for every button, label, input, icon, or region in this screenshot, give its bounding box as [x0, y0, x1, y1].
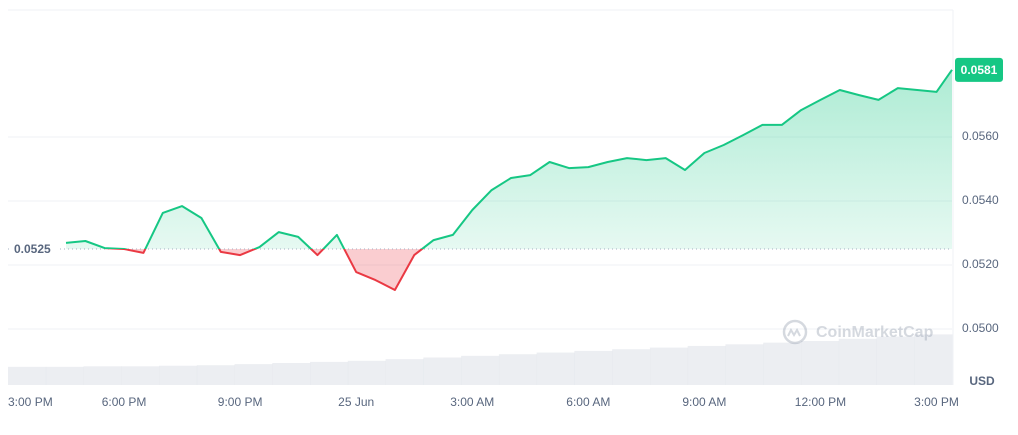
price-tag-label: 0.0581	[961, 63, 998, 77]
volume-bar	[574, 350, 613, 385]
volume-bar	[45, 366, 85, 385]
x-tick-label: 3:00 AM	[450, 395, 494, 409]
volume-bar	[159, 365, 198, 385]
watermark-text: CoinMarketCap	[816, 324, 934, 341]
volume-bar	[536, 352, 575, 385]
y-tick-label: 0.0540	[962, 193, 999, 207]
watermark: CoinMarketCap	[782, 319, 934, 345]
price-tag	[955, 57, 1003, 82]
volume-bar	[196, 365, 236, 385]
area-up	[66, 69, 952, 250]
x-tick-label: 25 Jun	[338, 395, 374, 409]
volume-bar	[83, 366, 122, 385]
volume-bar	[347, 360, 387, 385]
volume-bar	[385, 359, 424, 385]
volume-bar	[272, 363, 311, 385]
volume-bar	[687, 345, 726, 385]
baseline-label: 0.0525	[14, 242, 51, 256]
x-tick-label: 6:00 AM	[566, 395, 610, 409]
x-tick-label: 3:00 PM	[914, 395, 959, 409]
x-tick-label: 3:00 PM	[8, 395, 53, 409]
price-line	[65, 69, 953, 291]
volume-bar	[876, 336, 915, 385]
volume-bar	[423, 357, 462, 385]
volume-bar	[234, 364, 273, 385]
volume-bar	[649, 347, 689, 385]
volume-bar	[461, 355, 500, 385]
x-tick-label: 6:00 PM	[102, 395, 147, 409]
volume-bar	[838, 338, 877, 385]
volume-bar	[725, 344, 764, 385]
baseline-label-bg	[10, 240, 60, 259]
x-tick-label: 9:00 PM	[218, 395, 263, 409]
y-tick-label: 0.0560	[962, 129, 999, 143]
x-tick-label: 12:00 PM	[795, 395, 846, 409]
volume-bar	[310, 361, 349, 385]
y-tick-label: 0.0500	[962, 321, 999, 335]
y-tick-label: 0.0520	[962, 257, 999, 271]
volume-bar	[498, 354, 538, 385]
volume-bar	[8, 366, 47, 385]
volume-bar	[800, 341, 840, 385]
volume-bar	[914, 334, 953, 385]
volume-bar	[121, 366, 160, 385]
x-tick-label: 9:00 AM	[682, 395, 726, 409]
volume-bar	[763, 342, 802, 385]
currency-label: USD	[969, 374, 995, 388]
volume-bar	[612, 349, 651, 385]
